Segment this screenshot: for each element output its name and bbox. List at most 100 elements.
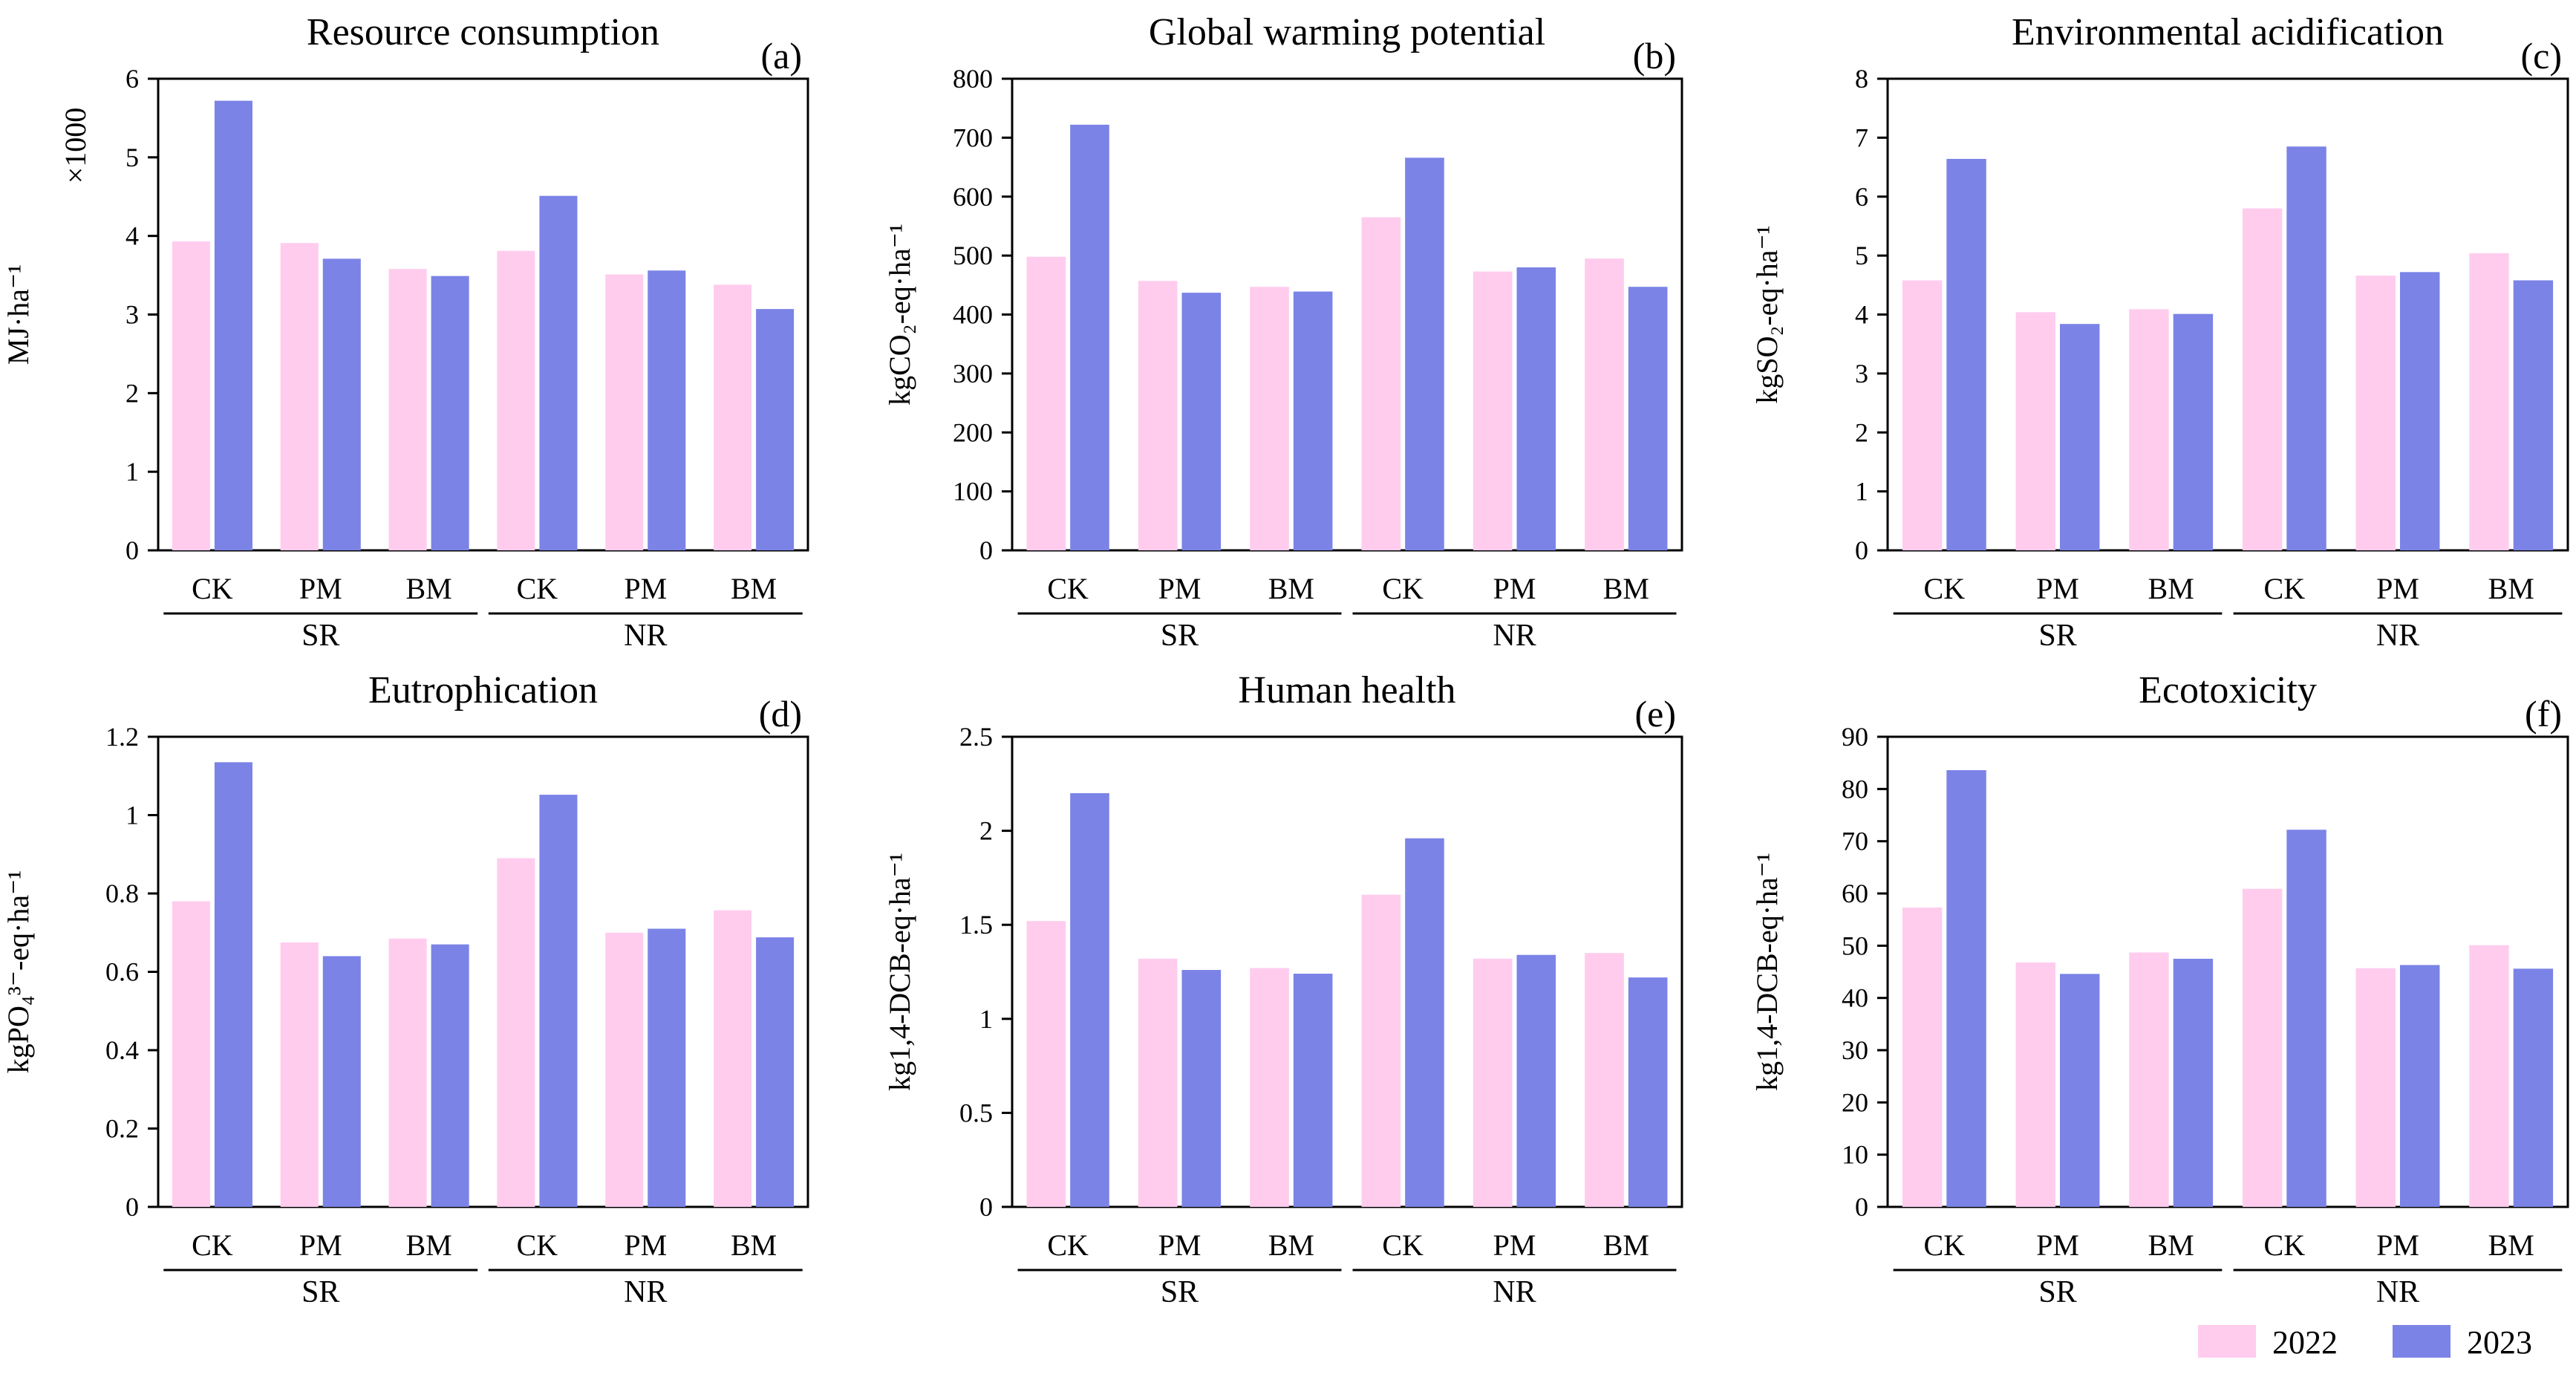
y-tick-label: 1 xyxy=(125,457,139,486)
chart-panels: 0 1 2 3 4 5 6 CK PM BM CK PM BM SR NR Resource consumpt… xyxy=(1,11,2569,1309)
y-tick-label: 50 xyxy=(1842,931,1868,960)
y-axis-multiplier: ×1000 xyxy=(59,108,92,184)
bar-2023-6 xyxy=(756,937,795,1207)
y-tick-label: 3 xyxy=(125,300,139,330)
group-label: NR xyxy=(1493,1275,1536,1309)
bar-2022-2 xyxy=(1138,281,1178,550)
y-tick-label: 400 xyxy=(953,300,993,330)
y-tick-label: 8 xyxy=(1855,64,1868,94)
x-category-label: BM xyxy=(405,1228,451,1262)
bar-2022-3 xyxy=(2129,309,2169,550)
x-category-label: CK xyxy=(192,1228,233,1262)
x-category-label: CK xyxy=(1382,572,1424,605)
bar-2023-5 xyxy=(648,928,686,1207)
chart-title: Human health xyxy=(1238,669,1455,712)
group-label: SR xyxy=(301,619,339,653)
y-tick-label: 4 xyxy=(1855,300,1868,330)
bar-2022-5 xyxy=(1473,271,1513,550)
chart-panel-2: 0 100 200 300 400 500 600 700 800 CK PM BM CK PM BM SR N… xyxy=(883,11,1683,653)
bar-2022-4 xyxy=(497,858,535,1207)
y-tick-label: 0 xyxy=(125,1192,139,1222)
chart-title: Resource consumption xyxy=(307,11,659,53)
bar-2023-2 xyxy=(2060,324,2100,550)
bar-2023-1 xyxy=(214,100,252,551)
y-tick-label: 70 xyxy=(1842,827,1868,856)
bar-2022-2 xyxy=(280,243,319,550)
bar-2023-6 xyxy=(1628,977,1668,1207)
y-tick-label: 7 xyxy=(1855,123,1868,152)
y-tick-label: 4 xyxy=(125,221,139,251)
x-category-label: PM xyxy=(299,572,342,605)
y-tick-label: 2 xyxy=(979,816,993,846)
panel-letter: (c) xyxy=(2521,35,2563,76)
y-tick-label: 2.5 xyxy=(959,722,993,752)
y-axis-label: kgPO₄³⁻-eq·ha⁻¹ xyxy=(1,870,35,1073)
x-category-label: CK xyxy=(2264,1228,2306,1262)
bar-2022-5 xyxy=(605,932,644,1207)
bar-2023-6 xyxy=(1628,287,1668,550)
bar-2023-4 xyxy=(1405,157,1444,551)
x-category-label: CK xyxy=(1047,572,1089,605)
x-category-label: BM xyxy=(1603,1228,1649,1262)
x-category-label: PM xyxy=(299,1228,342,1262)
y-tick-label: 200 xyxy=(953,417,993,447)
bar-2022-4 xyxy=(2242,888,2283,1207)
legend-swatch-2023 xyxy=(2393,1325,2451,1358)
chart-panel-1: 0 1 2 3 4 5 6 CK PM BM CK PM BM SR NR Resource consumpt… xyxy=(1,11,809,653)
bar-2022-2 xyxy=(2015,962,2055,1207)
y-tick-label: 0 xyxy=(1855,535,1868,565)
bar-2022-4 xyxy=(2242,208,2283,550)
group-label: NR xyxy=(624,619,667,653)
chart-panel-5: 0 0.5 1 1.5 2 2.5 CK PM BM CK PM BM SR NR Human health… xyxy=(883,669,1683,1309)
x-category-label: BM xyxy=(731,572,777,605)
bar-2023-2 xyxy=(1181,969,1222,1207)
y-tick-label: 5 xyxy=(1855,241,1868,270)
panel-letter: (e) xyxy=(1635,693,1677,735)
bar-2022-1 xyxy=(172,241,210,550)
group-label: SR xyxy=(1161,619,1199,653)
y-tick-label: 10 xyxy=(1842,1140,1868,1170)
y-tick-label: 800 xyxy=(953,64,993,94)
bar-2023-5 xyxy=(648,270,686,550)
y-tick-label: 20 xyxy=(1842,1087,1868,1117)
x-category-label: BM xyxy=(731,1228,777,1262)
y-tick-label: 6 xyxy=(125,64,139,94)
bar-2023-1 xyxy=(1070,792,1109,1207)
plot-frame xyxy=(157,735,809,1208)
y-tick-label: 0 xyxy=(979,535,993,565)
bar-2023-5 xyxy=(1516,954,1556,1207)
chart-title: Environmental acidification xyxy=(2012,11,2444,53)
y-tick-label: 40 xyxy=(1842,983,1868,1013)
bar-2023-2 xyxy=(322,956,361,1207)
x-category-label: BM xyxy=(2488,1228,2534,1262)
x-category-label: BM xyxy=(2148,572,2194,605)
bar-2022-2 xyxy=(280,942,319,1207)
group-label: NR xyxy=(2376,619,2419,653)
x-category-label: PM xyxy=(2036,572,2079,605)
x-category-label: PM xyxy=(1158,1228,1201,1262)
y-tick-label: 0.8 xyxy=(105,879,139,908)
bar-2023-3 xyxy=(1293,291,1333,550)
group-label: SR xyxy=(2038,1275,2076,1309)
y-tick-label: 100 xyxy=(953,477,993,507)
x-category-label: PM xyxy=(1493,1228,1536,1262)
panel-letter: (d) xyxy=(759,693,802,735)
y-tick-label: 3 xyxy=(1855,359,1868,388)
bar-2023-1 xyxy=(1070,124,1109,551)
bar-2022-3 xyxy=(1250,968,1289,1207)
x-category-label: BM xyxy=(2148,1228,2194,1262)
bar-2022-5 xyxy=(2355,968,2396,1207)
bar-2023-4 xyxy=(1405,838,1444,1207)
y-axis-label: kgCO₂-eq·ha⁻¹ xyxy=(883,224,916,406)
bar-2023-6 xyxy=(2513,968,2554,1207)
y-tick-label: 0.6 xyxy=(105,957,139,987)
y-tick-label: 0 xyxy=(1855,1192,1868,1222)
x-category-label: CK xyxy=(1047,1228,1089,1262)
group-label: NR xyxy=(624,1275,667,1309)
y-tick-label: 60 xyxy=(1842,879,1868,908)
x-category-label: CK xyxy=(1924,572,1966,605)
x-category-label: BM xyxy=(1268,572,1314,605)
bar-2022-4 xyxy=(1361,217,1401,550)
chart-panel-4: 0 0.2 0.4 0.6 0.8 1 1.2 CK PM BM CK PM BM SR NR Eutroph… xyxy=(1,669,809,1309)
y-tick-label: 500 xyxy=(953,241,993,270)
